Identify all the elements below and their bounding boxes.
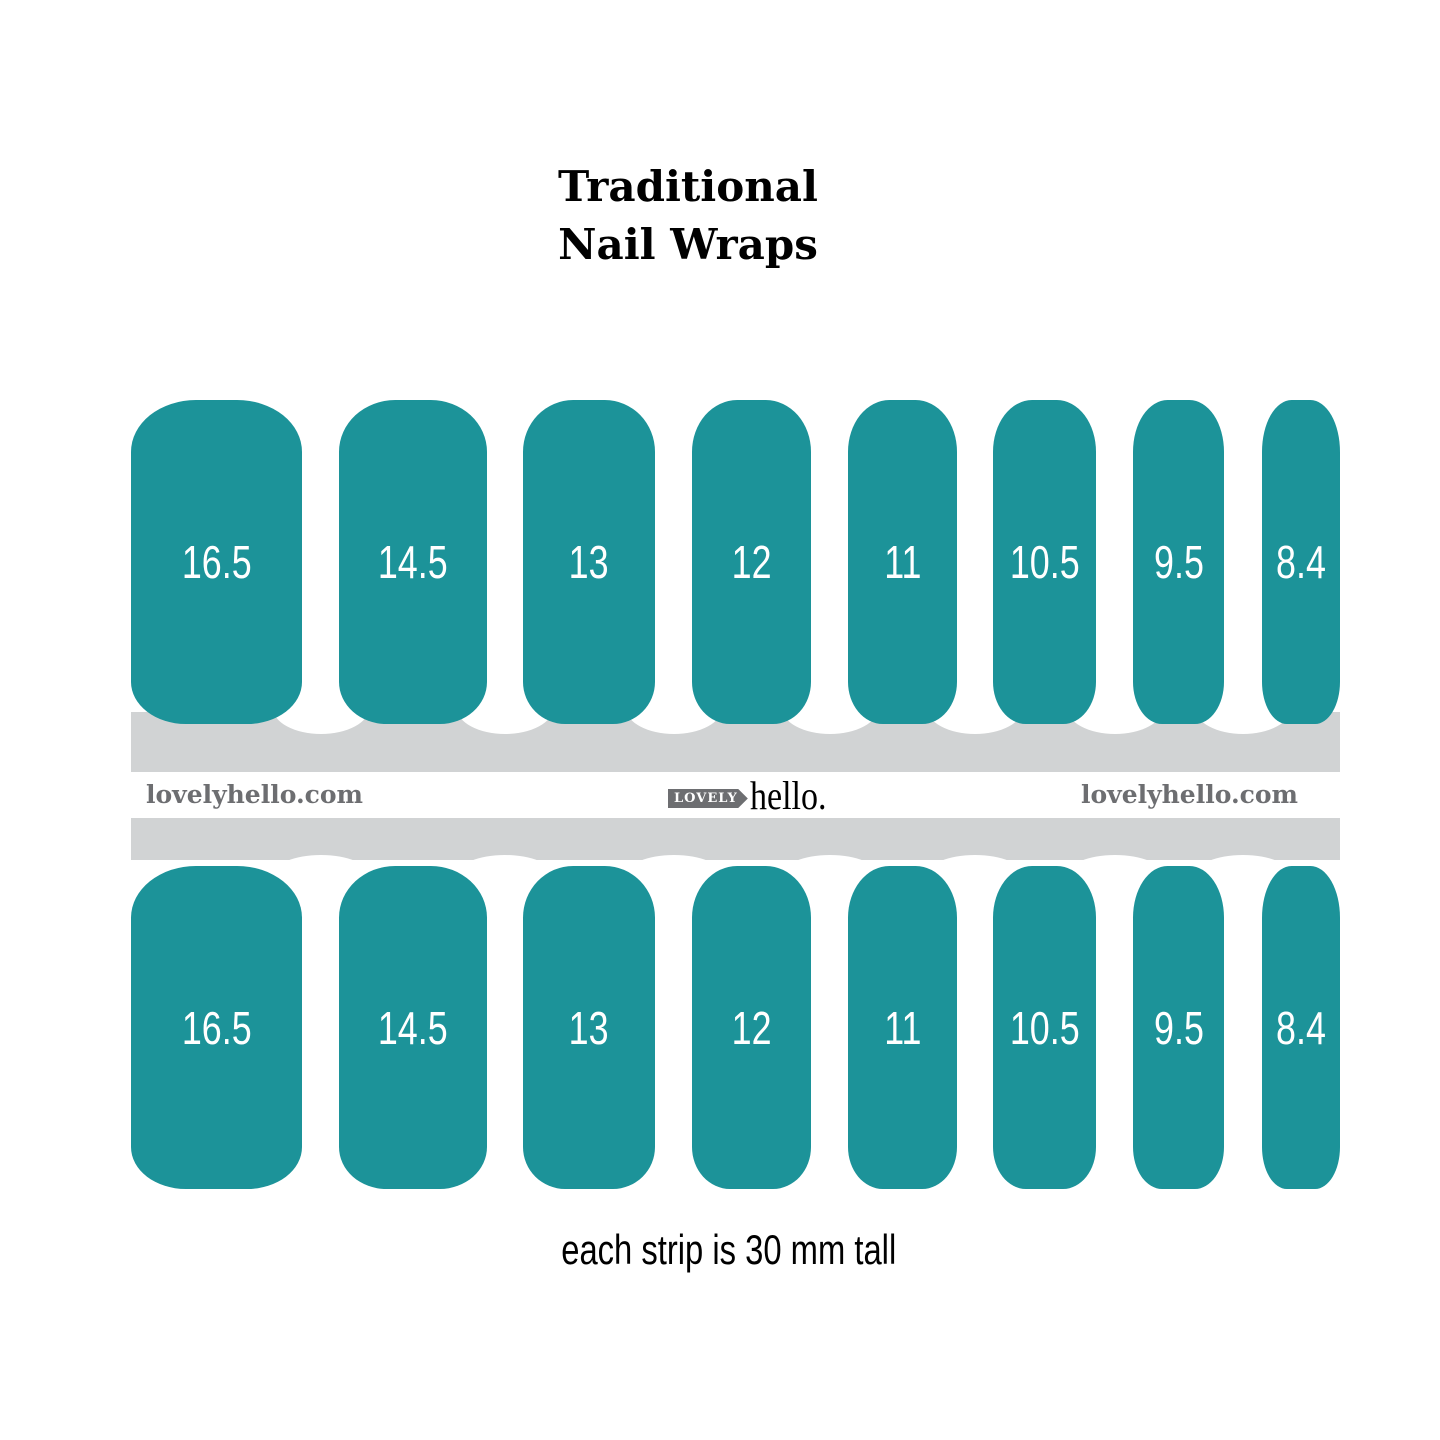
nail-wrap: 16.5 bbox=[131, 400, 302, 724]
nail-size-label: 11 bbox=[883, 1001, 922, 1054]
nail-size-label: 10.5 bbox=[1009, 1001, 1080, 1054]
nail-wrap: 13 bbox=[523, 400, 655, 724]
nail-size-label: 10.5 bbox=[1009, 536, 1080, 588]
nail-size-label: 14.5 bbox=[378, 1001, 448, 1054]
nail-wrap: 12 bbox=[692, 866, 811, 1189]
title-line-2: Nail Wraps bbox=[558, 220, 818, 269]
nail-wrap: 8.4 bbox=[1262, 400, 1340, 724]
nail-wrap: 9.5 bbox=[1133, 400, 1224, 724]
brand-logo: LOVELY hello. bbox=[668, 773, 840, 818]
nail-size-label: 8.4 bbox=[1276, 536, 1326, 588]
title-line-1: Traditional bbox=[558, 162, 818, 211]
nail-size-label: 13 bbox=[569, 536, 609, 588]
nail-wrap: 14.5 bbox=[339, 400, 487, 724]
nail-wrap: 11 bbox=[848, 866, 957, 1189]
logo-tag: LOVELY bbox=[668, 789, 748, 808]
nail-size-label: 11 bbox=[883, 536, 922, 588]
nail-size-label: 8.4 bbox=[1276, 1001, 1326, 1054]
nail-wrap: 12 bbox=[692, 400, 811, 724]
nail-wrap: 10.5 bbox=[993, 400, 1096, 724]
site-url-left: lovelyhello.com bbox=[146, 780, 363, 809]
nail-size-label: 9.5 bbox=[1153, 536, 1204, 588]
nail-wrap: 9.5 bbox=[1133, 866, 1224, 1189]
nail-wrap: 16.5 bbox=[131, 866, 302, 1189]
nail-size-label: 12 bbox=[731, 1001, 772, 1054]
nail-size-label: 13 bbox=[569, 1001, 609, 1054]
nail-wrap: 8.4 bbox=[1262, 866, 1340, 1189]
nail-wrap: 11 bbox=[848, 400, 957, 724]
nail-size-label: 16.5 bbox=[181, 1001, 252, 1054]
nail-size-label: 9.5 bbox=[1153, 1001, 1204, 1054]
logo-word: hello. bbox=[749, 773, 827, 818]
backing-band-bottom bbox=[131, 818, 1340, 860]
nail-size-label: 14.5 bbox=[378, 536, 448, 588]
footer-note: each strip is 30 mm tall bbox=[561, 1226, 897, 1273]
site-url-right: lovelyhello.com bbox=[1081, 780, 1298, 809]
nail-size-label: 12 bbox=[731, 536, 772, 588]
nail-wrap: 13 bbox=[523, 866, 655, 1189]
nail-size-label: 16.5 bbox=[181, 536, 252, 588]
nail-wrap: 10.5 bbox=[993, 866, 1096, 1189]
nail-wrap: 14.5 bbox=[339, 866, 487, 1189]
